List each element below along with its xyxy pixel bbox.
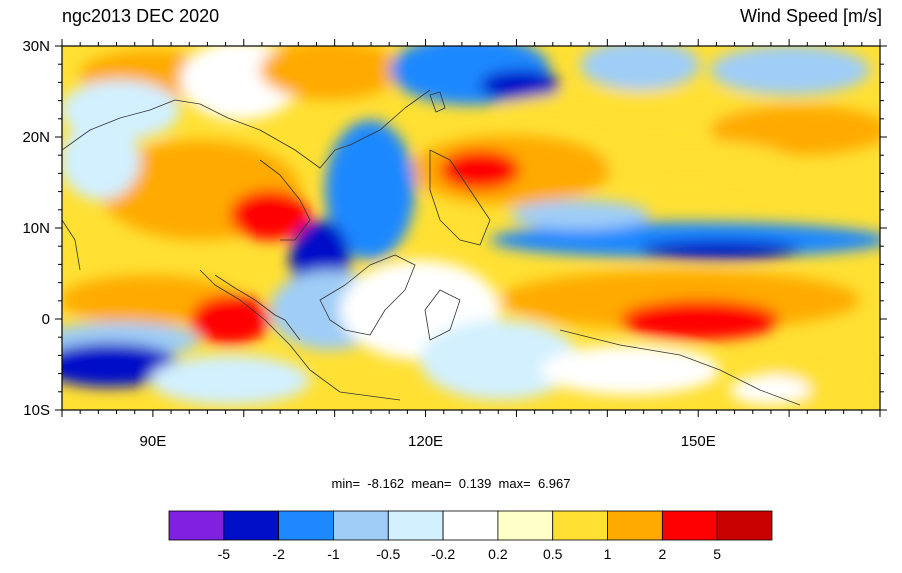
colorbar-label: 1 [604, 546, 612, 562]
colorbar-swatch [223, 510, 280, 541]
y-tick-label: 0 [42, 311, 50, 328]
colorbar-swatch [278, 510, 334, 541]
colorbar-label: -0.2 [431, 546, 455, 562]
colorbar-label: -5 [218, 546, 231, 562]
colorbar-label: -1 [327, 546, 340, 562]
x-tick-label: 150E [681, 433, 716, 450]
stats-line: min= -8.162 mean= 0.139 max= 6.967 [0, 476, 902, 491]
colorbar-swatch [387, 510, 444, 541]
colorbar-label: 5 [713, 546, 721, 562]
axis-ticks: 30N 20N 10N 0 10S 90E 120E 150E [22, 38, 887, 450]
y-tick-label: 20N [22, 129, 50, 146]
colorbar-label: 0.5 [543, 546, 563, 562]
x-tick-label: 120E [408, 433, 443, 450]
colorbar-swatch [497, 510, 554, 541]
colorbar: -5 -2 -1 -0.5 -0.2 0.2 0.5 1 2 5 [168, 510, 773, 562]
mean-label: mean= [411, 476, 452, 491]
colorbar-label: 2 [658, 546, 666, 562]
y-tick-label: 30N [22, 38, 50, 55]
mean-value: 0.139 [458, 476, 492, 491]
colorbar-swatch [607, 510, 663, 541]
y-tick-label: 10N [22, 220, 50, 237]
colorbar-swatch [552, 510, 608, 541]
map-title: ngc2013 DEC 2020 [62, 6, 220, 26]
colorbar-label: 0.2 [488, 546, 508, 562]
colorbar-swatch [716, 510, 773, 541]
colorbar-swatch [333, 510, 389, 541]
y-tick-label: 10S [23, 402, 50, 419]
colorbar-swatch [661, 510, 718, 541]
min-value: -8.162 [367, 476, 405, 491]
max-value: 6.967 [537, 476, 571, 491]
colorbar-label: -0.5 [376, 546, 400, 562]
colorbar-swatch [442, 510, 499, 541]
x-tick-label: 90E [140, 433, 167, 450]
wind-field [62, 46, 880, 410]
min-label: min= [331, 476, 361, 491]
max-label: max= [498, 476, 531, 491]
variable-title: Wind Speed [m/s] [739, 6, 882, 26]
colorbar-swatch [168, 510, 225, 541]
colorbar-label: -2 [272, 546, 285, 562]
